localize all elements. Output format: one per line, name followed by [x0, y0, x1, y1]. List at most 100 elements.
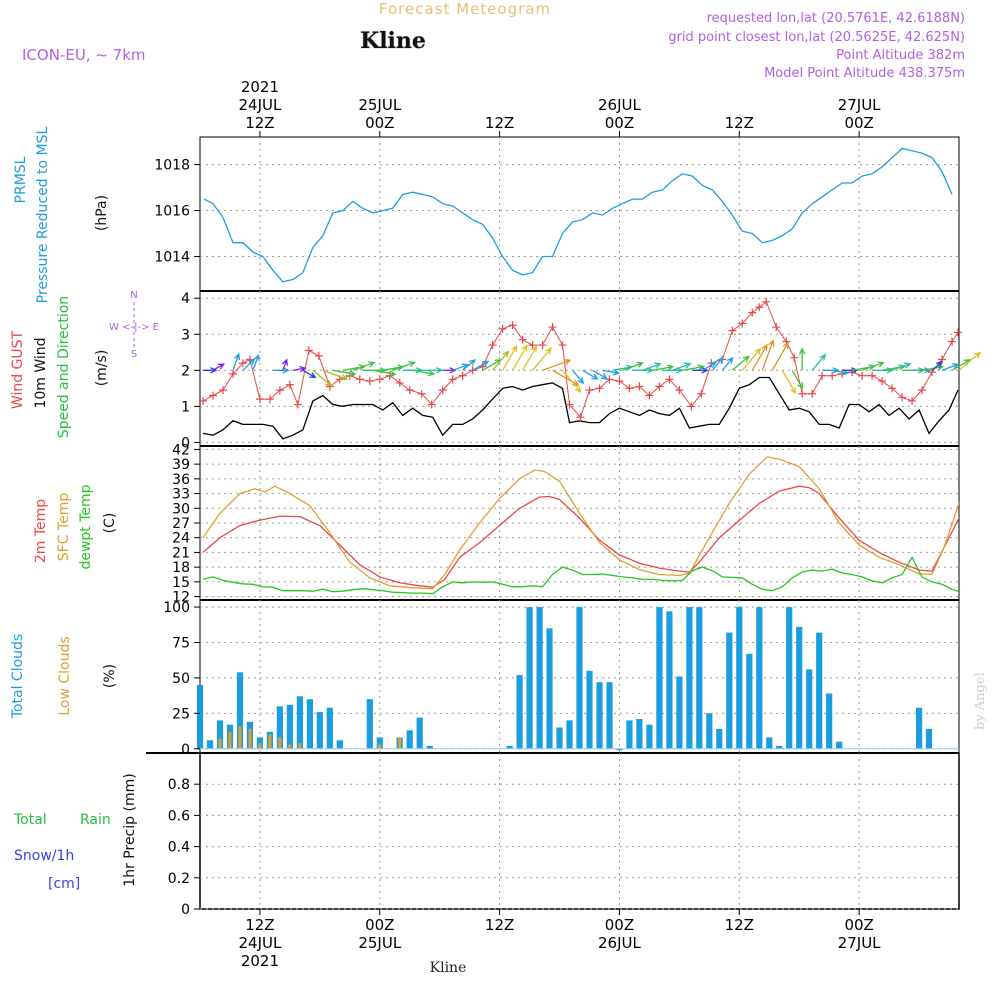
rain-label: Rain — [80, 812, 111, 828]
total-cloud-bar — [596, 682, 603, 749]
wind-direction-arrow — [252, 353, 260, 371]
low-cloud-label: Low Clouds — [57, 636, 73, 715]
compass-north: N — [130, 290, 137, 301]
gust-marker — [538, 341, 547, 350]
low-cloud-bar — [228, 731, 232, 749]
gust-marker — [304, 346, 313, 355]
wind-direction-arrow — [572, 369, 585, 385]
total-cloud-bar — [586, 670, 593, 749]
low-cloud-bar — [248, 728, 252, 749]
gust-marker — [427, 400, 436, 409]
total-cloud-bar — [546, 628, 553, 749]
precip-unit: 1hr Precip (mm) — [122, 773, 138, 886]
total-cloud-bar — [756, 607, 763, 749]
wind-direction-arrow — [642, 362, 662, 371]
gust-marker — [405, 386, 414, 395]
gust-marker — [595, 384, 604, 393]
snow-cm-label: [cm] — [48, 876, 80, 892]
gust-marker — [198, 396, 207, 405]
wind-direction-arrow — [281, 358, 288, 371]
grid-point-location: grid point closest lon,lat (20.5625E, 42… — [668, 30, 965, 45]
gust-marker — [565, 400, 574, 409]
t2m-line — [202, 485, 959, 588]
wind10-label: 10m Wind — [33, 337, 49, 408]
top-time-label: 12Z — [485, 114, 514, 132]
requested-location: requested lon,lat (20.5761E, 42.6188N) — [707, 11, 965, 26]
total-cloud-bar — [696, 607, 703, 749]
gust-marker — [738, 319, 747, 328]
bottom-time-label: 00Z — [365, 916, 394, 934]
total-cloud-bar — [736, 607, 743, 749]
wind-direction-arrow — [212, 363, 225, 371]
y-tick-label: 4 — [181, 291, 190, 307]
wind-direction-arrow — [751, 343, 768, 371]
gust-marker — [755, 303, 764, 312]
gust-marker — [898, 393, 907, 402]
bottom-day-label: 24JUL — [238, 934, 281, 952]
sfc-temp-line — [202, 456, 959, 590]
top-time-label: 00Z — [365, 114, 394, 132]
gust-marker — [508, 321, 517, 330]
y-tick-label: 50 — [172, 671, 190, 687]
bottom-time-label: 12Z — [485, 916, 514, 934]
total-cloud-bar — [666, 611, 673, 749]
gust-marker — [488, 341, 497, 350]
gust-marker — [828, 371, 837, 380]
wind-direction-arrow — [799, 347, 806, 371]
gust-marker — [548, 323, 557, 332]
wind-direction-arrow — [711, 356, 724, 371]
gust-marker — [625, 384, 634, 393]
dewpt-label: dewpt Temp — [78, 484, 94, 569]
wind-direction-arrow — [958, 351, 982, 371]
y-tick-label: 27 — [172, 516, 190, 532]
y-tick-label: 0 — [181, 435, 190, 451]
gust-marker — [438, 386, 447, 395]
gust-marker — [528, 341, 537, 350]
cloud-panel-labels: Total Clouds Low Clouds (%) — [10, 634, 118, 719]
gust-marker — [395, 378, 404, 387]
gust-marker — [655, 382, 664, 391]
y-tick-label: 21 — [172, 545, 190, 561]
total-cloud-bar — [916, 707, 923, 749]
gust-marker — [918, 386, 927, 395]
y-tick-label: 0 — [181, 742, 190, 758]
wind-direction-arrow — [392, 361, 416, 371]
wind-direction-arrow — [692, 367, 709, 374]
panel-frame — [199, 136, 960, 292]
top-time-label: 12Z — [725, 114, 754, 132]
wind-direction-arrow — [462, 359, 477, 371]
total-cloud-bar — [796, 626, 803, 749]
y-tick-label: 1014 — [154, 250, 190, 266]
y-tick-label: 1 — [181, 399, 190, 415]
top-time-label: 12Z — [245, 114, 274, 132]
top-time-label: 00Z — [844, 114, 873, 132]
total-rain-label: Total — [13, 812, 47, 828]
wind-direction-arrow — [891, 362, 912, 371]
total-cloud-bar — [746, 653, 753, 749]
top-day-label: 25JUL — [358, 96, 401, 114]
wind-direction-arrow — [652, 364, 675, 371]
model-label: ICON-EU, ~ 7km — [22, 46, 146, 64]
total-cloud-bar — [286, 704, 293, 749]
model-altitude: Model Point Altitude 438.375m — [764, 66, 965, 81]
wind-direction-arrow — [771, 341, 789, 371]
y-tick-label: 1018 — [154, 158, 190, 174]
y-tick-label: 39 — [172, 457, 190, 473]
wind-direction-arrow — [682, 364, 705, 371]
wind-direction-arrow — [741, 347, 762, 371]
gust-marker — [518, 335, 527, 344]
sfc-label: SFC Temp — [56, 493, 72, 562]
total-cloud-bar — [316, 711, 323, 749]
gust-marker — [255, 395, 264, 404]
bottom-year-label: 2021 — [241, 952, 279, 970]
wind-direction-arrow — [272, 367, 290, 374]
snow-label: Snow/1h — [14, 848, 74, 864]
wind-direction-arrow — [352, 361, 376, 371]
total-cloud-bar — [306, 699, 313, 749]
gust-marker — [576, 413, 585, 422]
gust-marker — [228, 369, 237, 378]
gust-marker — [948, 337, 957, 346]
temp-panel-labels: 2m Temp SFC Temp dewpt Temp (C) — [33, 484, 118, 569]
y-tick-label: 36 — [172, 472, 190, 488]
